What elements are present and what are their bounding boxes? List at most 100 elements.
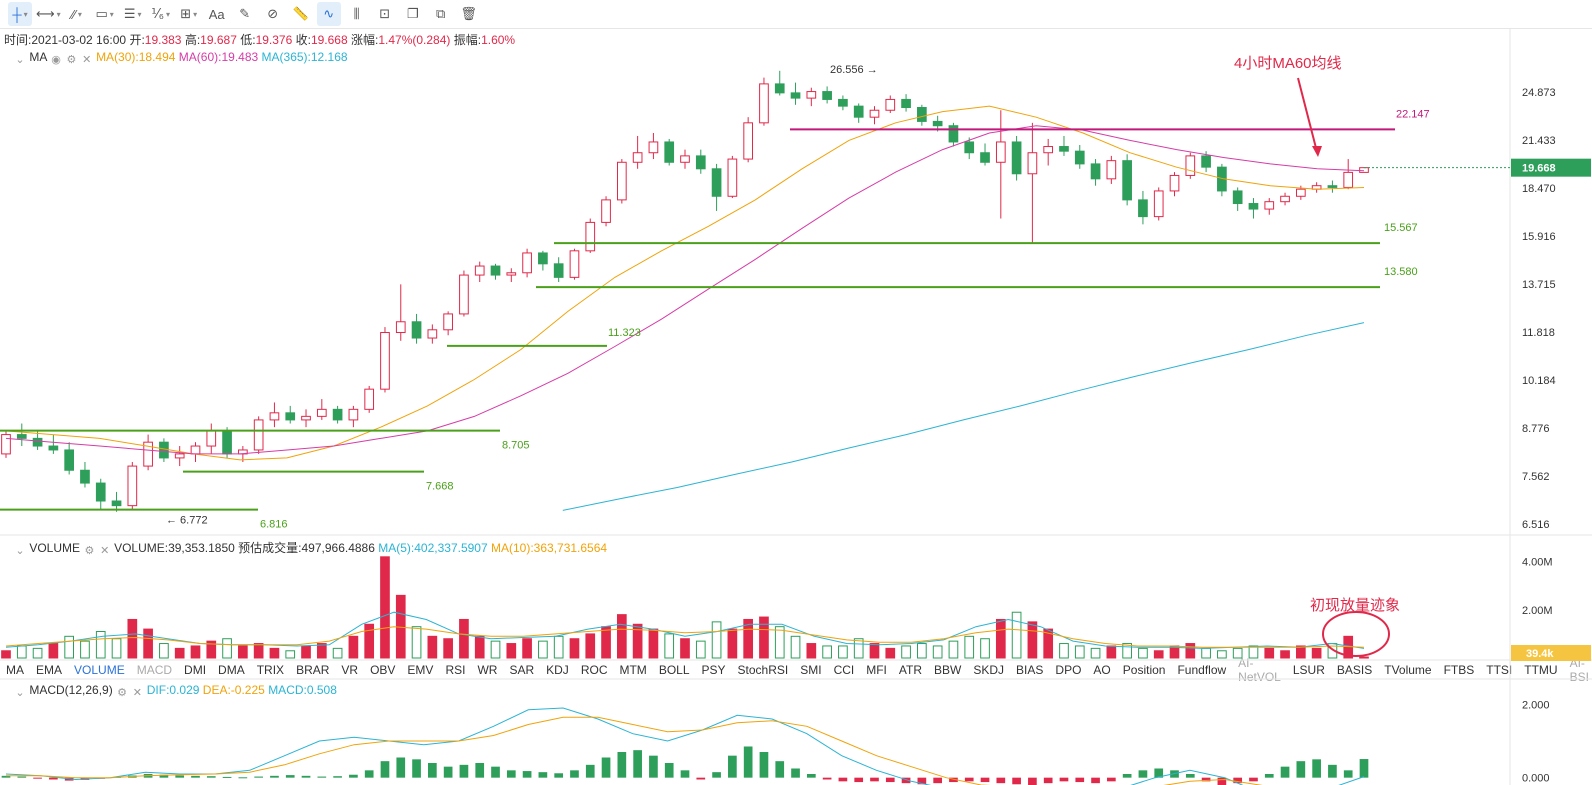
candle-body [32,437,43,447]
tab-fundflow[interactable]: Fundflow [1177,663,1227,677]
chevron-down-icon[interactable]: ▾ [165,9,170,19]
macd-histogram-bar [80,777,90,780]
chevron-down-icon[interactable]: ▾ [56,9,61,19]
tab-ttmu[interactable]: TTMU [1524,663,1558,677]
high-value: 19.687 [200,33,237,47]
trend-line-tool-button[interactable]: ⁄⁄ ▾ [65,2,89,26]
tab-basis[interactable]: BASIS [1336,663,1373,677]
settings-icon[interactable]: ⚙ [84,545,95,557]
measure-tool-button[interactable]: ⊞ ▾ [177,2,201,26]
chevron-down-icon[interactable]: ▾ [23,9,28,19]
tab-bias[interactable]: BIAS [1016,663,1044,677]
tab-tvolume[interactable]: TVolume [1384,663,1432,677]
volume-bar [695,640,706,659]
tab-mtm[interactable]: MTM [619,663,647,677]
eye-icon[interactable]: ◉ [51,54,61,66]
tab-atr[interactable]: ATR [898,663,923,677]
tab-boll[interactable]: BOLL [658,663,690,677]
volume-bar [522,638,532,659]
tab-dpo[interactable]: DPO [1055,663,1082,677]
candle-body [932,120,943,127]
candle-body [411,321,422,339]
tab-smi[interactable]: SMI [800,663,822,677]
collapse-icon[interactable]: ⌄ [15,687,25,699]
volume-bar [806,643,817,659]
lock-tool-button[interactable]: ⊡ [373,2,397,26]
collapse-icon[interactable]: ⌄ [15,54,25,66]
tab-ao[interactable]: AO [1093,663,1111,677]
bars-tool-button[interactable]: ⫼ [345,2,369,26]
tab-ttsi[interactable]: TTSI [1486,663,1513,677]
candle-body [1138,199,1148,218]
chevron-down-icon[interactable]: ▾ [193,9,198,19]
ma365-value: MA(365):12.168 [261,50,348,64]
candle-body [1043,146,1054,154]
tab-macd[interactable]: MACD [136,663,173,677]
tab-ma[interactable]: MA [6,663,24,677]
settings-icon[interactable]: ⚙ [117,687,127,699]
close-icon[interactable]: ✕ [100,545,110,557]
tab-obv[interactable]: OBV [370,663,396,677]
tab-trix[interactable]: TRIX [256,663,285,677]
tab-ai-bsi[interactable]: AI-BSI [1569,656,1589,684]
volume-bar [253,643,264,659]
fibonacci-tool-button[interactable]: ⅟₆ ▾ [149,2,173,26]
candle-body [948,125,959,143]
tab-brar[interactable]: BRAR [296,663,330,677]
tab-ai-netvol[interactable]: AI-NetVOL [1238,656,1281,684]
tab-lsur[interactable]: LSUR [1292,663,1325,677]
screenshot-tool-button[interactable]: ⧉ [429,2,453,26]
tab-stochrsi[interactable]: StochRSI [737,663,789,677]
tab-mfi[interactable]: MFI [866,663,887,677]
settings-icon[interactable]: ⚙ [66,54,77,66]
tab-volume[interactable]: VOLUME [74,663,125,677]
volume-bar [995,618,1006,659]
level-label: 7.668 [426,481,454,493]
macd-histogram-bar [1091,777,1100,784]
tab-sar[interactable]: SAR [509,663,535,677]
tab-emv[interactable]: EMV [407,663,434,677]
chevron-down-icon[interactable]: ▾ [137,9,142,19]
tab-ema[interactable]: EMA [36,663,63,677]
tab-vr[interactable]: VR [341,663,359,677]
ruler-tool-button[interactable]: 📏 [289,2,313,26]
tab-kdj[interactable]: KDJ [546,663,569,677]
tab-ftbs[interactable]: FTBS [1443,663,1475,677]
trash-tool-button[interactable]: 🗑 [457,2,481,26]
parallel-lines-tool-button[interactable]: ☰ ▾ [121,2,145,26]
magnet-tool-button[interactable]: ∿ [316,2,341,26]
tab-skdj[interactable]: SKDJ [973,663,1005,677]
tab-dma[interactable]: DMA [218,663,245,677]
tab-bbw[interactable]: BBW [934,663,962,677]
indicator-tabs: MA EMA VOLUME MACD DMI DMA TRIX BRAR VR OBV EMV RSI… [0,656,1589,684]
chevron-down-icon[interactable]: ▾ [77,9,82,19]
tab-cci[interactable]: CCI [833,663,855,677]
tab-roc[interactable]: ROC [580,663,608,677]
crosshair-tool-button[interactable]: ┼ ▾ [8,2,32,26]
rectangle-tool-button[interactable]: ▭ ▾ [93,2,117,26]
brush-tool-button[interactable]: ✎ [233,2,257,26]
macd-histogram-bar [1075,777,1085,783]
close-icon[interactable]: ✕ [132,687,143,699]
horizontal-line-tool-button[interactable]: ⟷ ▾ [36,2,61,26]
macd-histogram-bar [175,775,185,778]
copy-tool-button[interactable]: ❐ [401,2,425,26]
tab-psy[interactable]: PSY [701,663,726,677]
volume-bar [1153,650,1164,659]
collapse-icon[interactable]: ⌄ [15,545,25,557]
macd-histogram-bar [854,777,864,783]
chevron-down-icon[interactable]: ▾ [109,9,114,19]
tab-wr[interactable]: WR [477,663,498,677]
candle-body [190,445,201,455]
candle-body [1074,150,1085,165]
eraser-tool-button[interactable]: ⊘ [261,2,285,26]
volume-bar [32,647,43,659]
tab-position[interactable]: Position [1122,663,1166,677]
macd-histogram-bar [617,752,627,778]
macd-histogram-bar [775,761,785,778]
tab-rsi[interactable]: RSI [445,663,466,677]
tab-dmi[interactable]: DMI [184,663,207,677]
change-label: 涨幅: [351,33,379,47]
text-tool-button[interactable]: Aa [205,2,229,26]
close-icon[interactable]: ✕ [82,54,92,66]
